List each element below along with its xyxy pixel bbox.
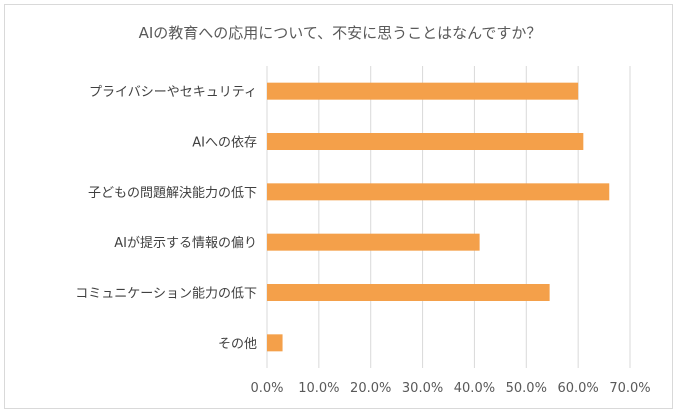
bar bbox=[267, 183, 610, 201]
x-tick-label: 20.0% bbox=[350, 381, 391, 396]
chart-frame bbox=[4, 4, 673, 409]
category-label: AIへの依存 bbox=[192, 136, 257, 151]
bars bbox=[267, 82, 610, 352]
x-tick-labels: 0.0% 10.0% 20.0% 30.0% 40.0% 50.0% 60.0% 70.0% bbox=[250, 381, 650, 396]
category-label: プライバシーやセキュリティ bbox=[89, 85, 257, 100]
chart-title: AIの教育への応用について、不安に思うことはなんですか？ bbox=[139, 24, 542, 42]
x-tick-label: 0.0% bbox=[250, 381, 283, 396]
bar bbox=[267, 284, 550, 301]
category-label: 子どもの問題解決能力の低下 bbox=[88, 186, 257, 201]
x-tick-label: 60.0% bbox=[557, 381, 598, 396]
x-tick-label: 30.0% bbox=[402, 381, 443, 396]
bar bbox=[267, 82, 579, 100]
gridlines bbox=[266, 66, 631, 368]
x-tick-label: 10.0% bbox=[298, 381, 339, 396]
x-tick-label: 70.0% bbox=[609, 381, 650, 396]
bar bbox=[267, 133, 584, 150]
bar bbox=[267, 233, 480, 251]
category-label: コミュニケーション能力の低下 bbox=[75, 287, 257, 302]
x-tick-label: 50.0% bbox=[506, 381, 547, 396]
category-label: AIが提示する情報の偏り bbox=[114, 235, 257, 251]
x-tick-label: 40.0% bbox=[454, 381, 495, 396]
bar bbox=[267, 334, 283, 352]
category-label: その他 bbox=[218, 337, 257, 352]
